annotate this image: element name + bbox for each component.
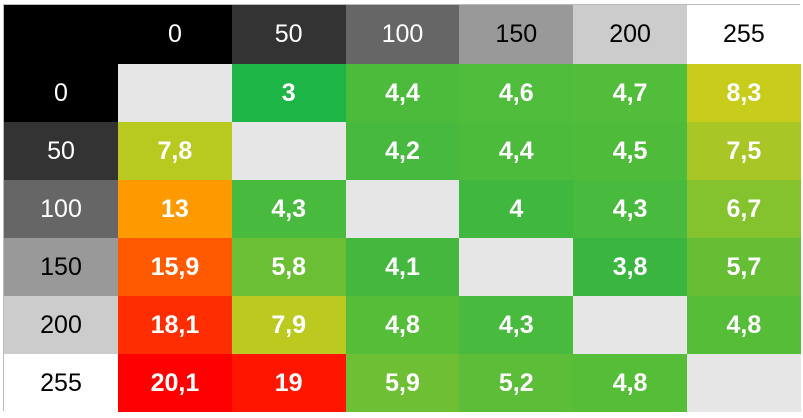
value-cell: 4 [459,180,574,238]
value-cell: 4,1 [345,238,460,296]
value-cell: 5,8 [231,238,346,296]
empty-cell [686,354,801,412]
empty-cell [345,180,460,238]
value-cell: 4,7 [573,64,687,122]
value-cell: 4,4 [459,122,574,180]
value-cell: 3,8 [573,238,687,296]
row-header: 255 [4,354,118,412]
value-cell: 5,9 [345,354,460,412]
value-cell: 4,3 [573,180,687,238]
value-cell: 4,5 [573,122,687,180]
row-header: 0 [4,64,118,122]
empty-cell [231,122,346,180]
column-header: 255 [686,5,801,64]
row-header: 200 [4,296,118,354]
value-cell: 4,4 [345,64,460,122]
value-cell: 18,1 [118,296,232,354]
value-cell: 4,8 [345,296,460,354]
value-cell: 5,2 [459,354,574,412]
value-cell: 8,3 [686,64,801,122]
column-header: 200 [573,5,687,64]
row-header: 50 [4,122,118,180]
corner-cell [4,5,118,64]
empty-cell [118,64,232,122]
column-header: 0 [118,5,232,64]
value-cell: 4,8 [686,296,801,354]
value-cell: 4,8 [573,354,687,412]
value-cell: 4,3 [459,296,574,354]
value-cell: 7,9 [231,296,346,354]
value-cell: 20,1 [118,354,232,412]
empty-cell [573,296,687,354]
value-cell: 7,5 [686,122,801,180]
column-header: 100 [345,5,460,64]
empty-cell [459,238,574,296]
row-header: 100 [4,180,118,238]
value-cell: 7,8 [118,122,232,180]
value-cell: 19 [231,354,346,412]
column-header: 50 [231,5,346,64]
value-cell: 5,7 [686,238,801,296]
value-cell: 13 [118,180,232,238]
value-cell: 15,9 [118,238,232,296]
value-cell: 4,3 [231,180,346,238]
value-cell: 4,2 [345,122,460,180]
value-cell: 3 [231,64,346,122]
color-table: 0 50 100 150 200 255 0 3 4,4 4,6 4,7 8,3 50 7,8 4,2 4,4… [3,4,801,412]
row-header: 150 [4,238,118,296]
value-cell: 4,6 [459,64,574,122]
value-cell: 6,7 [686,180,801,238]
column-header: 150 [459,5,574,64]
